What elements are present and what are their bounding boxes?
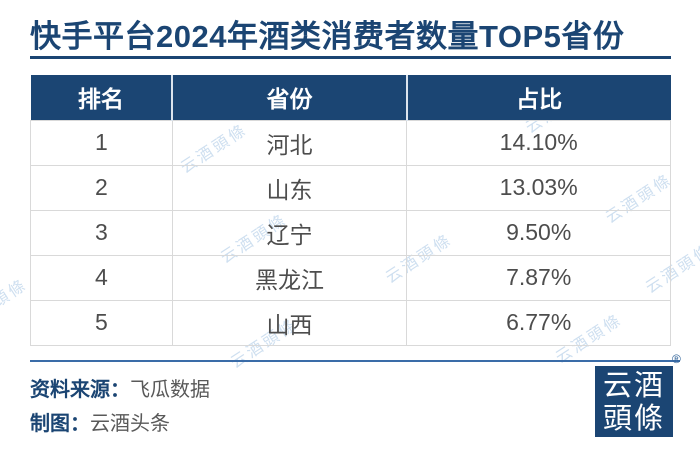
cell-province: 山西 xyxy=(171,299,408,346)
title-underline xyxy=(30,56,671,59)
cell-province: 山东 xyxy=(171,164,408,211)
cell-share: 6.77% xyxy=(406,299,671,346)
cell-share: 13.03% xyxy=(406,164,671,211)
cell-share: 7.87% xyxy=(406,254,671,301)
cell-rank: 1 xyxy=(30,119,173,166)
header-rank: 排名 xyxy=(30,75,173,120)
table-header-row: 排名 省份 占比 xyxy=(30,75,671,120)
cell-province: 辽宁 xyxy=(171,209,408,256)
top5-provinces-table: 排名 省份 占比 1 河北 14.10% 2 山东 13.03% 3 辽宁 9.… xyxy=(30,75,671,346)
registered-trademark-icon: ® xyxy=(672,352,681,366)
cell-province: 黑龙江 xyxy=(171,254,408,301)
table-row: 1 河北 14.10% xyxy=(30,119,671,166)
table-row: 2 山东 13.03% xyxy=(30,164,671,211)
cell-share: 9.50% xyxy=(406,209,671,256)
page-title: 快手平台2024年酒类消费者数量TOP5省份 xyxy=(30,19,625,54)
header-province: 省份 xyxy=(171,75,407,120)
cell-rank: 5 xyxy=(30,299,173,346)
table-row: 5 山西 6.77% xyxy=(30,299,671,346)
cell-rank: 4 xyxy=(30,254,173,301)
logo-line1: 云酒 xyxy=(602,368,665,402)
yunjiu-toutiao-logo: 云酒 頭條 xyxy=(595,366,673,437)
cell-rank: 3 xyxy=(30,209,173,256)
footer-divider xyxy=(30,360,680,362)
source-note: 资料来源：飞瓜数据 xyxy=(30,373,210,402)
cell-share: 14.10% xyxy=(406,119,671,166)
cell-province: 河北 xyxy=(171,119,408,166)
cell-rank: 2 xyxy=(30,164,173,211)
table-row: 4 黑龙江 7.87% xyxy=(30,254,671,301)
watermark-text: 云酒頭條 xyxy=(0,276,31,332)
source-value: 飞瓜数据 xyxy=(130,379,210,401)
table-row: 3 辽宁 9.50% xyxy=(30,209,671,256)
logo-line2: 頭條 xyxy=(602,401,665,435)
credit-value: 云酒头条 xyxy=(90,413,170,435)
credit-note: 制图：云酒头条 xyxy=(30,407,170,436)
credit-label: 制图： xyxy=(30,413,90,435)
header-share: 占比 xyxy=(405,75,671,120)
source-label: 资料来源： xyxy=(30,379,130,401)
